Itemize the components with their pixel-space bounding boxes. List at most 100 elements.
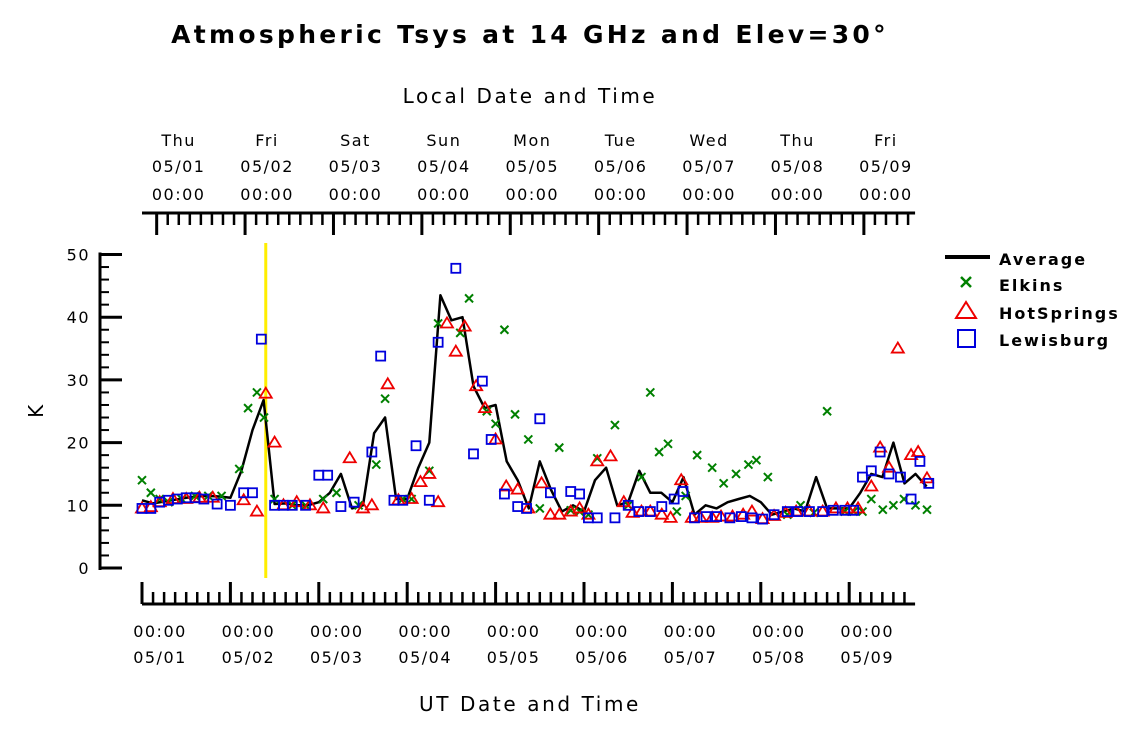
lewisburg-point — [485, 434, 497, 445]
point-stroke — [259, 412, 269, 423]
lewisburg-point — [804, 506, 815, 517]
point-stroke — [610, 420, 620, 430]
elkins-point — [252, 387, 262, 398]
elkins-point — [234, 464, 244, 474]
top-tick-day-label: Tue — [604, 131, 637, 150]
lewisburg-point — [534, 413, 546, 425]
point-stroke — [243, 403, 253, 413]
lewisburg-point — [711, 511, 722, 522]
point-stroke — [692, 450, 702, 460]
elkins-point — [499, 325, 510, 335]
legend-average-label: Average — [999, 250, 1087, 269]
elkins-point — [318, 494, 328, 504]
hotsprings-point — [744, 503, 760, 517]
hotsprings-point — [258, 385, 274, 399]
lewisburg-point — [591, 512, 603, 524]
top-tick-day-label: Fri — [874, 131, 898, 150]
lewisburg-point — [521, 503, 532, 514]
elkins-point — [137, 475, 147, 485]
elkins-point — [243, 403, 253, 413]
lewisburg-point — [746, 512, 758, 524]
hotsprings-point — [654, 506, 670, 520]
elkins-point — [707, 462, 717, 473]
hotsprings-point — [589, 453, 605, 467]
x-axis-label: UT Date and Time — [419, 692, 641, 716]
hotsprings-point — [315, 500, 331, 514]
top-tick-date-label: 05/05 — [505, 157, 559, 176]
x-tick-date-label: 05/02 — [222, 648, 276, 667]
top-tick-day-label: Wed — [689, 131, 728, 150]
x-tick-date-label: 05/09 — [840, 648, 894, 667]
point-stroke — [510, 409, 520, 420]
point-stroke — [380, 394, 390, 404]
y-tick-label: 10 — [67, 496, 90, 515]
point-stroke — [146, 488, 156, 498]
top-tick-date-label: 05/03 — [329, 157, 383, 176]
lewisburg-point — [677, 486, 689, 497]
point-stroke — [707, 462, 717, 473]
point-stroke — [743, 459, 754, 470]
elkins-point — [523, 434, 534, 445]
point-stroke — [888, 500, 899, 511]
top-tick-time-label: 00:00 — [594, 185, 648, 204]
elkins-point — [146, 488, 156, 498]
elkins-point — [731, 469, 741, 479]
x-tick-time-label: 00:00 — [664, 622, 718, 641]
lewisburg-point — [247, 487, 258, 499]
hotsprings-point — [267, 434, 283, 448]
lewisburg-point — [827, 504, 839, 516]
point-stroke — [763, 472, 773, 482]
top-tick-time-label: 00:00 — [417, 185, 471, 204]
top-tick-day-label: Mon — [513, 131, 551, 150]
point-stroke — [234, 464, 244, 474]
hotsprings-point — [602, 448, 619, 462]
elkins-point — [645, 387, 656, 398]
top-tick-date-label: 05/01 — [152, 157, 206, 176]
average-series-line — [141, 294, 928, 516]
legend-elkins-label: Elkins — [999, 276, 1064, 295]
legend-hotsprings-swatch — [954, 300, 978, 319]
point-stroke — [822, 406, 832, 416]
lewisburg-point — [375, 350, 387, 362]
elkins-point — [672, 506, 682, 517]
lewisburg-point — [224, 499, 236, 511]
elkins-point — [510, 409, 520, 420]
point-stroke — [499, 325, 510, 335]
x-tick-time-label: 00:00 — [575, 622, 629, 641]
lewisburg-point — [410, 440, 422, 452]
y-tick-label: 40 — [67, 308, 90, 327]
top-tick-time-label: 00:00 — [152, 185, 206, 204]
y-tick-label: 30 — [67, 371, 90, 390]
x-tick-time-label: 00:00 — [487, 622, 541, 641]
lewisburg-point — [300, 499, 311, 511]
lewisburg-point — [817, 506, 829, 517]
hotsprings-point — [404, 491, 420, 504]
legend-lewisburg-swatch — [957, 329, 976, 348]
elkins-point — [743, 459, 754, 470]
top-tick-date-label: 05/06 — [594, 157, 648, 176]
x-tick-date-label: 05/06 — [575, 648, 629, 667]
point-stroke — [490, 419, 501, 429]
lewisburg-point — [545, 487, 556, 499]
lewisburg-point — [574, 488, 585, 500]
axes-layer: 0 10 20 30 40 50 00:00 05/01 00:00 05/02 00:00 05/0… — [67, 131, 916, 667]
hotsprings-point — [364, 497, 380, 511]
lewisburg-point — [633, 506, 645, 517]
y-tick-label: 50 — [67, 246, 90, 265]
hotsprings-point — [625, 505, 641, 518]
lewisburg-point — [781, 506, 793, 517]
x-tick-date-label: 05/04 — [398, 648, 452, 667]
point-stroke — [672, 506, 682, 517]
hotsprings-point — [910, 444, 926, 457]
point-stroke — [216, 491, 227, 501]
hotsprings-point — [421, 466, 437, 479]
x-tick-time-label: 00:00 — [840, 622, 894, 641]
elkins-point — [490, 419, 501, 429]
lewisburg-point — [366, 446, 378, 458]
top-axis-label: Local Date and Time — [403, 84, 658, 108]
point-stroke — [663, 439, 673, 449]
top-tick-time-label: 00:00 — [240, 185, 294, 204]
y-axis-label: K — [24, 402, 48, 418]
elkins-point — [216, 491, 227, 501]
lewisburg-point — [857, 471, 868, 483]
